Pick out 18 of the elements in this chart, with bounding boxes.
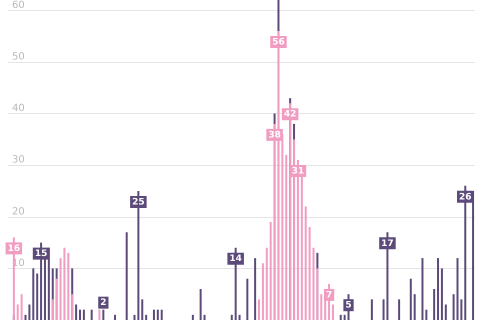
data-label: 38 <box>268 130 281 140</box>
data-label: 7 <box>326 290 332 300</box>
data-label: 17 <box>381 238 394 249</box>
y-tick-label: 30 <box>12 154 25 166</box>
data-label: 16 <box>8 244 20 254</box>
data-label: 15 <box>34 249 48 260</box>
y-tick-label: 20 <box>12 206 25 218</box>
data-label: 25 <box>132 197 145 208</box>
y-tick-label: 50 <box>12 51 25 62</box>
data-label: 14 <box>229 254 242 264</box>
data-label: 5 <box>345 300 352 311</box>
y-tick-label: 60 <box>12 0 25 11</box>
data-label: 26 <box>459 192 472 202</box>
data-label: 31 <box>292 166 304 176</box>
y-tick-label: 40 <box>12 103 25 114</box>
data-label: 56 <box>272 37 285 48</box>
data-label: 2 <box>100 298 106 308</box>
data-label: 42 <box>284 110 296 120</box>
